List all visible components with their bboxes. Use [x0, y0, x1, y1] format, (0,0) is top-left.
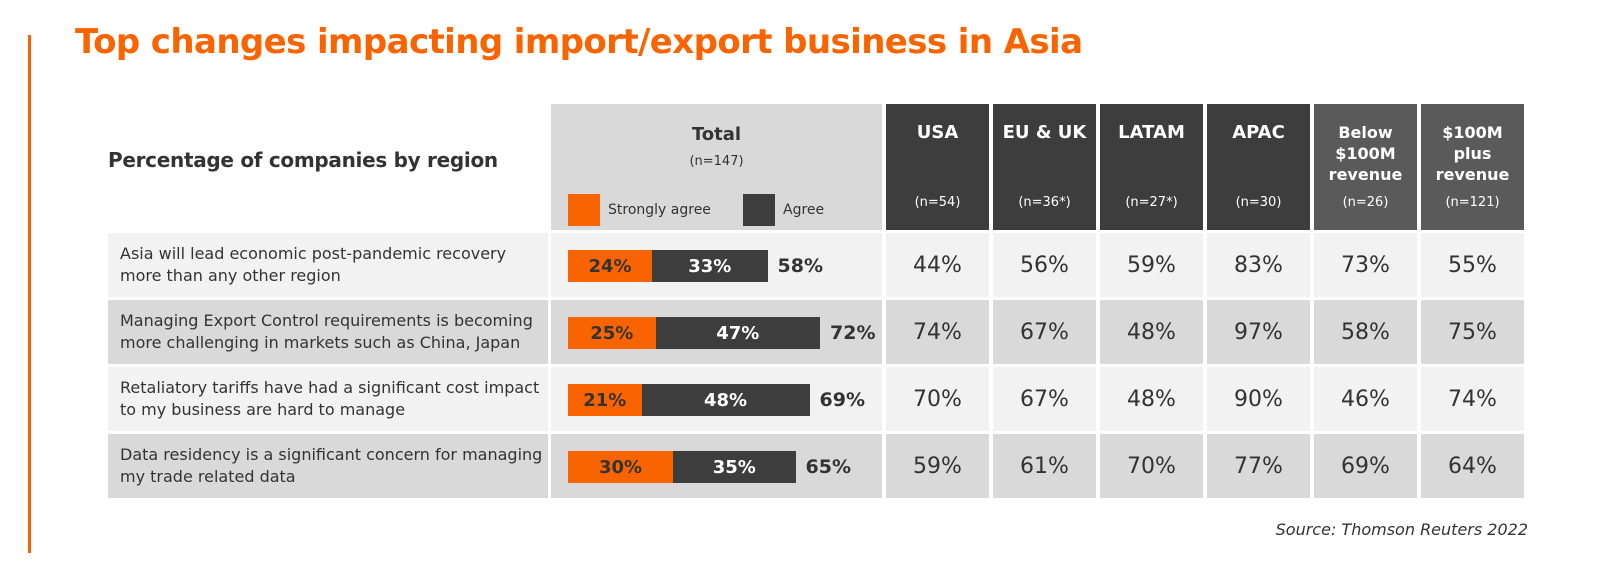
value-cell: 67% — [993, 300, 1096, 364]
value-cell: 48% — [1100, 300, 1203, 364]
bar-total-label: 65% — [805, 456, 851, 478]
value-cell: 61% — [993, 434, 1096, 498]
legend-label: Agree — [783, 202, 825, 218]
source-note: Source: Thomson Reuters 2022 — [1275, 520, 1528, 539]
row-label: Data residency is a significant concern … — [108, 434, 548, 498]
row-label: Asia will lead economic post-pandemic re… — [108, 233, 548, 297]
legend-swatch-orange — [568, 194, 600, 226]
accent-line — [28, 35, 31, 553]
bar-total-label: 69% — [819, 389, 865, 411]
value-cell: 97% — [1207, 300, 1310, 364]
bar-total-label: 58% — [777, 255, 823, 277]
value-cell: 48% — [1100, 367, 1203, 431]
column-header: APAC (n=30) — [1207, 104, 1310, 230]
column-n: (n=121) — [1445, 195, 1500, 210]
value-cell: 69% — [1314, 434, 1417, 498]
value-cell: 64% — [1421, 434, 1524, 498]
value-cell: 59% — [1100, 233, 1203, 297]
column-title: $100M plus revenue — [1435, 123, 1510, 184]
column-n: (n=36*) — [1018, 195, 1071, 210]
value-cell: 73% — [1314, 233, 1417, 297]
legend-label: Strongly agree — [608, 202, 711, 218]
bar-strongly-agree: 25% — [568, 317, 656, 349]
value-cell: 58% — [1314, 300, 1417, 364]
value-cell: 70% — [1100, 434, 1203, 498]
total-title: Total — [691, 124, 742, 145]
column-title: LATAM — [1118, 122, 1185, 143]
bar-strongly-agree: 30% — [568, 451, 673, 483]
row-label: Retaliatory tariffs have had a significa… — [108, 367, 548, 431]
row-label: Managing Export Control requirements is … — [108, 300, 548, 364]
value-cell: 56% — [993, 233, 1096, 297]
bar-total-label: 72% — [830, 322, 876, 344]
value-cell: 83% — [1207, 233, 1310, 297]
bar-agree: 35% — [673, 451, 796, 483]
legend-agree: Agree — [743, 194, 824, 226]
column-title: EU & UK — [1002, 122, 1087, 143]
column-title: USA — [916, 122, 959, 143]
column-n: (n=54) — [914, 195, 961, 210]
column-n: (n=30) — [1235, 195, 1282, 210]
bar-agree: 48% — [641, 384, 810, 416]
value-cell: 67% — [993, 367, 1096, 431]
column-header: USA (n=54) — [886, 104, 989, 230]
total-n: (n=147) — [689, 154, 744, 169]
legend-strongly-agree: Strongly agree — [568, 194, 711, 226]
chart-title: Top changes impacting import/export busi… — [75, 22, 1083, 62]
column-n: (n=27*) — [1125, 195, 1178, 210]
value-cell: 74% — [1421, 367, 1524, 431]
value-cell: 74% — [886, 300, 989, 364]
value-cell: 70% — [886, 367, 989, 431]
column-title: Below $100M revenue — [1328, 123, 1403, 184]
value-cell: 75% — [1421, 300, 1524, 364]
column-n: (n=26) — [1342, 195, 1389, 210]
column-header: LATAM (n=27*) — [1100, 104, 1203, 230]
bar-strongly-agree: 21% — [568, 384, 642, 416]
total-column-header: Total (n=147) Strongly agree Agree — [551, 104, 882, 230]
bar-strongly-agree: 24% — [568, 250, 652, 282]
bar-agree: 33% — [652, 250, 768, 282]
bar-agree: 47% — [655, 317, 820, 349]
column-header: Below $100M revenue (n=26) — [1314, 104, 1417, 230]
column-header: $100M plus revenue (n=121) — [1421, 104, 1524, 230]
value-cell: 46% — [1314, 367, 1417, 431]
table-subtitle: Percentage of companies by region — [108, 148, 498, 172]
column-header: EU & UK (n=36*) — [993, 104, 1096, 230]
value-cell: 44% — [886, 233, 989, 297]
value-cell: 90% — [1207, 367, 1310, 431]
column-title: APAC — [1232, 122, 1285, 143]
legend-swatch-dark — [743, 194, 775, 226]
value-cell: 59% — [886, 434, 989, 498]
value-cell: 55% — [1421, 233, 1524, 297]
value-cell: 77% — [1207, 434, 1310, 498]
